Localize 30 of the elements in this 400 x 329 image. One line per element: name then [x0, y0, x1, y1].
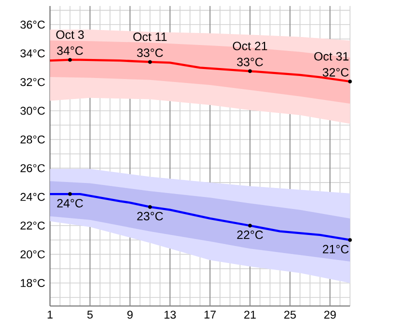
- y-tick-label: 32°C: [20, 78, 45, 86]
- y-tick-label: 18°C: [20, 279, 45, 288]
- y-tick-label: 36°C: [20, 20, 45, 29]
- y-tick-label: 26°C: [20, 164, 45, 172]
- x-tick-label: 13: [164, 310, 176, 319]
- y-tick-label: 28°C: [20, 135, 45, 144]
- x-tick-label: 21: [244, 310, 256, 319]
- annotation: Oct 3: [56, 30, 84, 39]
- y-tick-label: 34°C: [20, 49, 45, 58]
- annotation: Oct 21: [232, 42, 268, 50]
- annotation: Oct 31: [314, 52, 348, 61]
- x-tick-label: 29: [324, 310, 336, 319]
- x-tick-label: 17: [204, 310, 216, 319]
- annotation: 34°C: [57, 46, 83, 55]
- x-tick-label: 5: [87, 310, 93, 319]
- annotation: 22°C: [237, 230, 263, 240]
- y-tick-label: 20°C: [20, 250, 45, 258]
- y-tick-label: 30°C: [20, 106, 45, 115]
- annotation: Oct 11: [133, 32, 167, 42]
- x-tick-label: 25: [284, 310, 296, 319]
- annotation: 32°C: [322, 68, 349, 77]
- annotation: 24°C: [57, 198, 83, 208]
- y-tick-label: 24°C: [20, 192, 45, 201]
- annotation: 21°C: [322, 244, 349, 254]
- x-tick-label: 1: [48, 310, 53, 319]
- annotation: 33°C: [137, 48, 163, 58]
- annotation: 23°C: [137, 212, 163, 220]
- x-tick-label: 9: [127, 310, 133, 319]
- y-tick-label: 22°C: [20, 222, 45, 230]
- annotation: 33°C: [237, 58, 263, 66]
